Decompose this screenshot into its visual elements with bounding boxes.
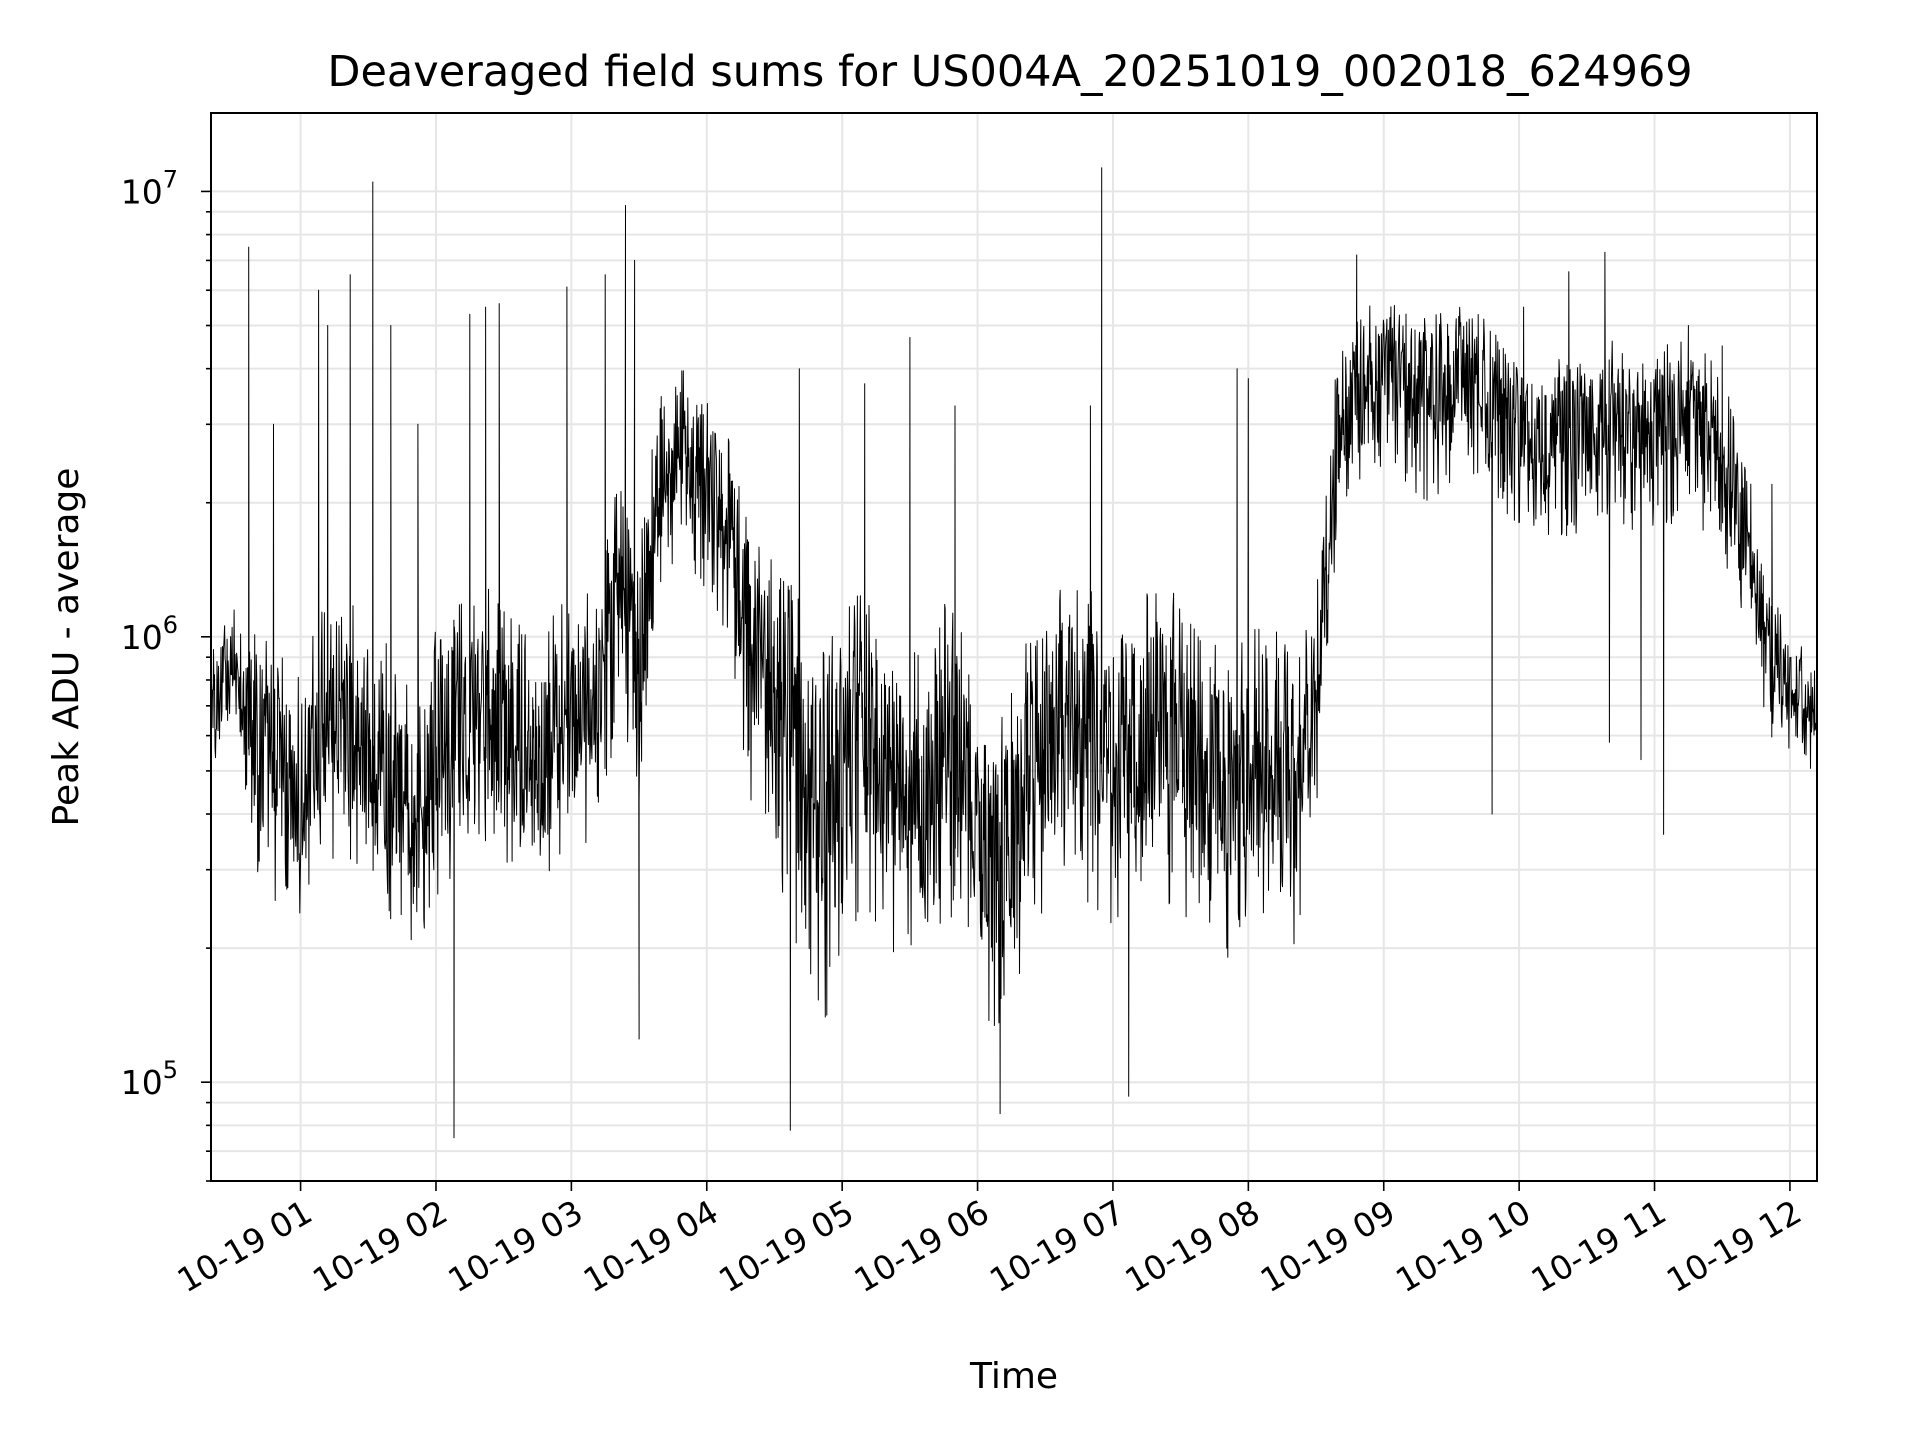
- y-tick-label: 107: [121, 165, 178, 211]
- chart-title: Deaveraged field sums for US004A_2025101…: [327, 47, 1692, 97]
- y-tick-label: 105: [121, 1056, 178, 1102]
- plot-area: [210, 167, 1818, 1139]
- plot-frame: [210, 112, 1818, 1182]
- x-axis-label: Time: [969, 1356, 1058, 1397]
- y-axis: 105 106 107: [121, 165, 211, 1182]
- y-tick-label: 106: [121, 611, 178, 657]
- series-line: [210, 167, 1818, 1139]
- y-axis-label: Peak ADU - average: [46, 468, 87, 827]
